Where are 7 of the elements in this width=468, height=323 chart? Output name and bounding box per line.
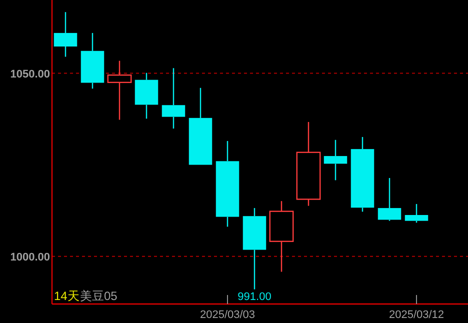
x-tick-label: 2025/03/03 [200, 309, 256, 321]
annotation: 991.00 [238, 291, 272, 303]
x-tick-label: 2025/03/12 [388, 309, 444, 321]
y-tick-label: 1000.00 [10, 251, 50, 264]
annotation: 14天 [54, 289, 80, 303]
y-tick-label: 1050.00 [10, 68, 50, 80]
annotation: 美豆05 [80, 289, 118, 303]
